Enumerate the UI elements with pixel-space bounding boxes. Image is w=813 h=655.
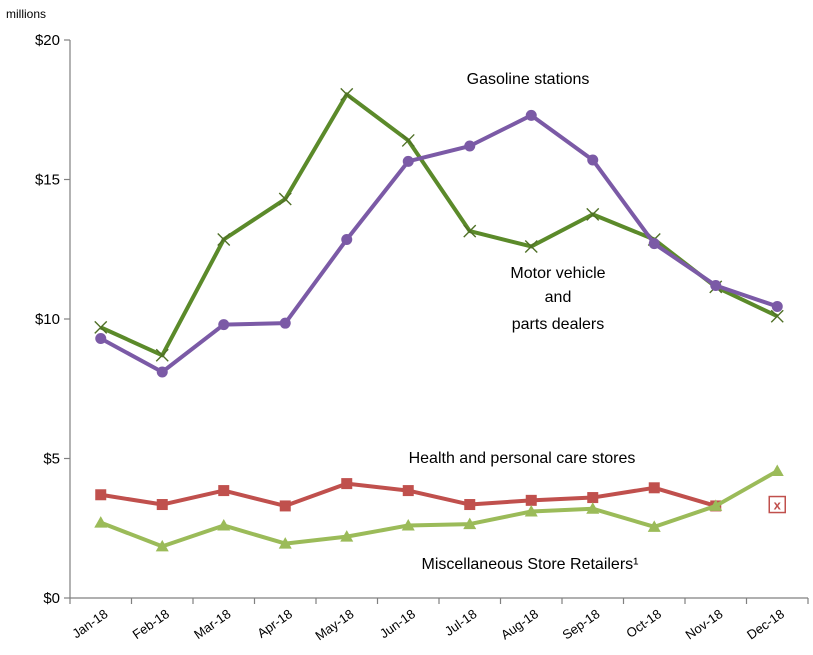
data-point xyxy=(524,239,538,253)
y-tick-label: $0 xyxy=(43,590,60,607)
data-point xyxy=(587,154,599,166)
x-tick-label: Feb-18 xyxy=(130,606,172,642)
data-point xyxy=(278,537,292,549)
x-tick-label: Jan-18 xyxy=(69,606,110,641)
series-line-motor xyxy=(99,113,778,375)
data-point xyxy=(647,520,661,532)
x-tick-label: Jun-18 xyxy=(377,606,418,641)
data-point xyxy=(279,500,291,512)
data-point xyxy=(155,348,169,362)
data-point xyxy=(770,309,784,323)
data-point xyxy=(587,492,599,504)
data-point xyxy=(217,232,231,246)
data-point xyxy=(771,300,783,312)
data-point xyxy=(340,87,354,101)
data-point xyxy=(156,366,168,378)
data-point xyxy=(402,485,414,497)
suppressed-marker: x xyxy=(768,495,786,514)
data-point xyxy=(464,499,476,511)
series-line-gasoline xyxy=(99,92,779,358)
data-point xyxy=(524,505,538,517)
annotation-health: Health and personal care stores xyxy=(409,450,636,467)
annotation-misc: Miscellaneous Store Retailers¹ xyxy=(422,556,639,573)
x-tick-label: Jul-18 xyxy=(442,606,480,639)
data-point xyxy=(463,517,477,530)
data-point xyxy=(401,133,415,147)
data-point xyxy=(401,518,415,531)
series-motor xyxy=(95,109,783,378)
data-point xyxy=(586,207,600,221)
unit-label: millions xyxy=(6,7,46,21)
data-point xyxy=(341,478,353,490)
data-point xyxy=(278,192,292,206)
x-tick-label: Nov-18 xyxy=(683,606,726,642)
series-gasoline xyxy=(94,87,784,362)
y-tick-label: $5 xyxy=(43,451,60,468)
x-tick-label: May-18 xyxy=(312,606,356,643)
x-tick-label: Aug-18 xyxy=(498,606,541,642)
data-point xyxy=(218,485,230,497)
data-point xyxy=(648,482,660,494)
y-tick-label: $20 xyxy=(35,32,60,49)
x-tick-label: Dec-18 xyxy=(744,606,787,642)
data-point xyxy=(402,155,414,167)
data-point xyxy=(463,224,477,238)
y-tick-label: $15 xyxy=(35,172,60,189)
data-point xyxy=(218,319,230,331)
data-point xyxy=(586,502,600,514)
x-tick-label: Mar-18 xyxy=(191,606,233,642)
data-point xyxy=(217,518,231,531)
data-point xyxy=(95,333,107,345)
data-point xyxy=(525,109,537,121)
data-point xyxy=(156,499,168,511)
data-point xyxy=(155,539,169,552)
data-point xyxy=(340,530,354,542)
series-group xyxy=(94,87,784,552)
data-point xyxy=(94,516,108,528)
data-point xyxy=(341,233,353,245)
data-point xyxy=(464,140,476,152)
series-misc xyxy=(94,464,784,552)
x-tick-label: Apr-18 xyxy=(254,606,295,641)
y-tick-label: $10 xyxy=(35,311,60,328)
x-tick-label: Sep-18 xyxy=(560,606,603,642)
x-tick-label: Oct-18 xyxy=(623,606,664,641)
data-point xyxy=(525,494,537,506)
annotation-motor: parts dealers xyxy=(512,316,605,333)
data-point xyxy=(94,320,108,334)
suppressed-box xyxy=(768,495,786,514)
annotation-motor: and xyxy=(545,289,572,306)
annotation-motor: Motor vehicle xyxy=(510,265,605,282)
y-axis-ticks: $0 $5 $10 $15 $20 xyxy=(35,32,70,607)
x-axis-ticks: Jan-18 Feb-18 Mar-18 Apr-18 May-18 Jun-18 Jul-… xyxy=(69,598,809,643)
data-point xyxy=(95,489,107,501)
series-annotations: Gasoline stations Motor vehicle and parts d… xyxy=(409,71,639,573)
data-point xyxy=(710,280,722,292)
data-point xyxy=(648,238,660,250)
data-point xyxy=(709,499,723,511)
series-health xyxy=(95,478,722,512)
series-line-misc xyxy=(100,469,779,549)
annotation-gasoline: Gasoline stations xyxy=(467,71,590,88)
data-point xyxy=(279,317,291,329)
data-point xyxy=(770,464,784,477)
suppressed-label: x xyxy=(774,498,782,513)
